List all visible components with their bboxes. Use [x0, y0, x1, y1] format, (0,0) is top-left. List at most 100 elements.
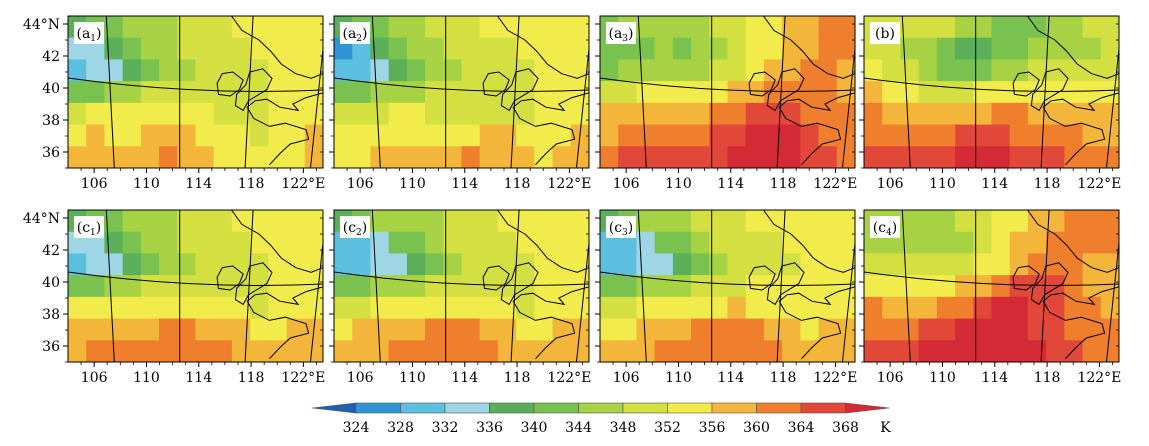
lon-tick-label: 122°E — [547, 176, 591, 192]
field-cell — [140, 102, 160, 126]
meridian-line — [510, 210, 520, 362]
field-cell — [973, 253, 993, 276]
lon-tick-label: 106 — [613, 370, 640, 386]
field-cell — [388, 124, 408, 147]
field-cell — [250, 37, 269, 61]
field-cell — [864, 124, 883, 147]
field-cell — [425, 102, 444, 126]
beijing-outline — [748, 265, 776, 291]
meridian-line — [575, 44, 589, 168]
lon-tick-label: 110 — [133, 370, 160, 386]
field-cell — [1082, 16, 1102, 39]
field-cell — [800, 37, 820, 61]
field-cell — [534, 59, 554, 82]
field-cell — [654, 146, 674, 168]
field-cell — [479, 231, 499, 255]
field-cell — [654, 81, 674, 104]
panel-frame — [599, 209, 856, 363]
field-cell — [122, 81, 142, 104]
field-cell — [140, 318, 160, 341]
field-cell — [177, 81, 197, 104]
field-cell — [352, 124, 372, 147]
field-cell — [352, 146, 372, 168]
field-cell — [864, 81, 883, 104]
field-cell — [955, 253, 974, 276]
field-cell — [1009, 102, 1029, 126]
field-cell — [763, 146, 783, 168]
field-cell — [443, 318, 463, 341]
field-cell — [304, 16, 323, 39]
field-cell — [68, 102, 87, 126]
field-cell — [864, 296, 883, 320]
field-cell — [672, 81, 692, 104]
region-outline — [766, 262, 805, 306]
field-cell — [425, 340, 444, 362]
field-cell — [104, 59, 124, 82]
parallel-line — [68, 77, 323, 92]
field-cell — [973, 210, 993, 233]
field-cell — [727, 16, 747, 39]
field-cell — [936, 210, 956, 233]
field-cell — [691, 37, 710, 61]
field-cell — [1082, 102, 1102, 126]
meridian-line — [1105, 44, 1119, 168]
field-cell — [882, 146, 902, 168]
field-cell — [443, 275, 463, 298]
field-cell — [497, 59, 517, 82]
field-cell — [195, 296, 215, 320]
field-cell — [973, 37, 993, 61]
field-cell — [1100, 37, 1119, 61]
field-cell — [745, 275, 765, 298]
field-cell — [286, 231, 306, 255]
field-cell — [1009, 16, 1029, 39]
field-cell — [159, 37, 178, 61]
field-cell — [955, 296, 974, 320]
colorbar-segment — [489, 402, 535, 414]
graticule — [68, 210, 323, 362]
field-cell — [552, 210, 572, 233]
field-cell — [231, 296, 251, 320]
field-cell — [159, 59, 178, 82]
field-cell — [461, 37, 481, 61]
field-cell — [727, 231, 747, 255]
field-cell — [955, 146, 974, 168]
field-cell — [159, 253, 178, 276]
field-cell — [195, 102, 215, 126]
panel-frame — [67, 209, 324, 363]
field-cell — [727, 318, 747, 341]
field-cell — [479, 340, 499, 362]
field-cell — [991, 37, 1011, 61]
field-cell — [388, 146, 408, 168]
field-cell — [250, 81, 269, 104]
field-cell — [709, 275, 729, 298]
field-cell — [636, 124, 656, 147]
temperature-field — [864, 210, 1119, 362]
field-cell — [800, 124, 820, 147]
field-cell — [955, 16, 974, 39]
field-cell — [425, 59, 444, 82]
field-cell — [159, 231, 178, 255]
field-cell — [1009, 318, 1029, 341]
panel-label-box — [340, 22, 370, 44]
field-cell — [836, 275, 855, 298]
lat-tick-label: 42 — [42, 49, 60, 65]
panel-label-box — [870, 22, 900, 44]
field-cell — [388, 318, 408, 341]
field-cell — [286, 210, 306, 233]
field-cell — [727, 146, 747, 168]
field-cell — [973, 296, 993, 320]
panel-label-box — [606, 216, 636, 238]
field-cell — [973, 102, 993, 126]
field-cell — [68, 146, 87, 168]
coastline-north — [231, 210, 323, 273]
lat-tick-label: 44°N — [23, 17, 60, 33]
field-cell — [1100, 210, 1119, 233]
field-cell — [304, 102, 323, 126]
meridian-line — [637, 210, 647, 362]
field-cell — [122, 146, 142, 168]
field-cell — [763, 16, 783, 39]
field-cell — [461, 275, 481, 298]
meridian-line — [1040, 210, 1050, 362]
parallel-line — [600, 77, 855, 92]
field-cell — [86, 81, 106, 104]
